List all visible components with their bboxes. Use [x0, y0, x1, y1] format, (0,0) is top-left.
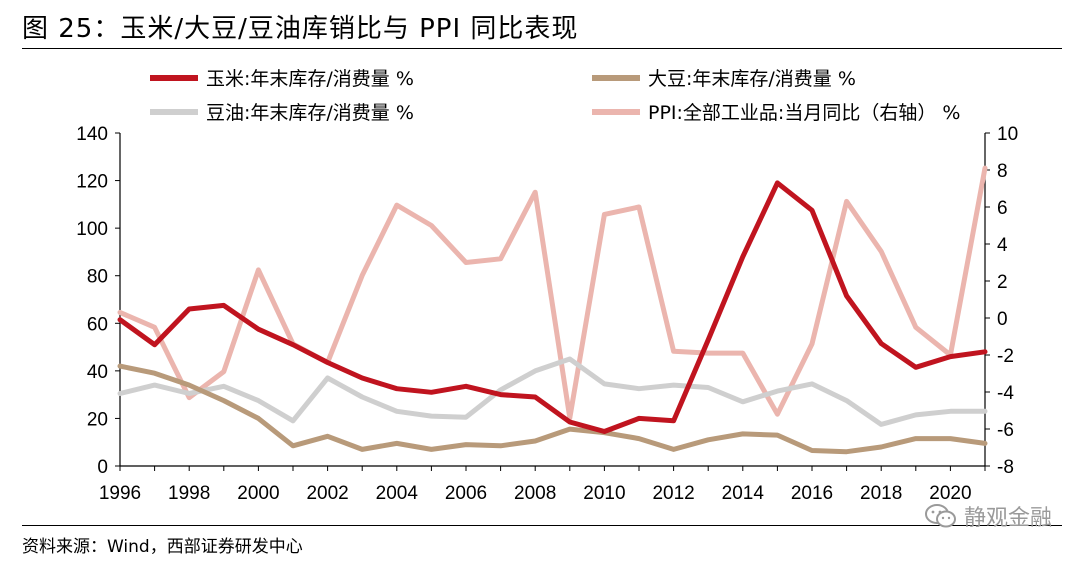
legend-label-1: 大豆:年末库存/消费量 %: [648, 68, 856, 90]
chart-legend: 玉米:年末库存/消费量 % 大豆:年末库存/消费量 % 豆油:年末库存/消费量 % P…: [150, 68, 960, 124]
series-line-2: [117, 356, 988, 427]
chart-axes: 0 20 40 60 80 100 120 140 -8 -6 -4 -2 0 2 4 6 8 10 1996 199…: [76, 124, 1018, 504]
left-tick-label: 120: [76, 172, 108, 193]
x-tick-label: 2018: [860, 483, 902, 504]
wechat-icon: [924, 504, 956, 528]
x-tick-label: 2016: [791, 483, 833, 504]
x-tick-label: 2002: [306, 483, 348, 504]
source-note: 资料来源：Wind，西部证券研发中心: [22, 537, 303, 557]
right-tick-label: -2: [997, 346, 1014, 367]
right-tick-label: 8: [997, 161, 1008, 182]
right-tick-label: 6: [997, 198, 1008, 219]
right-tick-label: 0: [997, 309, 1008, 330]
right-tick-label: 4: [997, 235, 1008, 256]
x-tick-label: 2008: [514, 483, 556, 504]
x-tick-label: 2012: [652, 483, 694, 504]
left-tick-label: 80: [87, 267, 108, 288]
watermark-text: 静观金融: [963, 506, 1052, 531]
x-tick-label: 2020: [929, 483, 971, 504]
watermark: 静观金融: [924, 500, 1052, 532]
left-tick-label: 20: [87, 409, 108, 430]
right-tick-label: 10: [997, 124, 1018, 145]
right-tick-label: 2: [997, 272, 1008, 293]
legend-label-3: PPI:全部工业品:当月同比（右轴） %: [648, 102, 960, 124]
footer-divider: [22, 525, 1062, 526]
series-line-1: [117, 363, 988, 455]
x-tick-label: 1998: [168, 483, 210, 504]
x-tick-label: 1996: [99, 483, 141, 504]
right-tick-label: -6: [997, 420, 1014, 441]
x-tick-label: 2000: [237, 483, 279, 504]
left-tick-label: 0: [97, 457, 108, 478]
left-tick-label: 100: [76, 219, 108, 240]
x-tick-label: 2004: [376, 483, 419, 504]
title-divider: [22, 48, 1062, 49]
chart-title: 图 25：玉米/大豆/豆油库销比与 PPI 同比表现: [22, 14, 579, 44]
right-tick-label: -4: [997, 383, 1014, 404]
x-tick-label: 2010: [583, 483, 625, 504]
series-line-0: [117, 180, 988, 434]
chart-series: [117, 165, 988, 455]
left-tick-label: 40: [87, 362, 108, 383]
x-tick-label: 2006: [445, 483, 487, 504]
legend-label-2: 豆油:年末库存/消费量 %: [206, 102, 414, 124]
left-tick-label: 60: [87, 314, 108, 335]
line-chart: 0 20 40 60 80 100 120 140 -8 -6 -4 -2 0 2 4 6 8 10 1996 199…: [76, 68, 1018, 504]
series-line-3: [117, 165, 988, 421]
x-tick-label: 2014: [722, 483, 765, 504]
right-tick-label: -8: [997, 457, 1014, 478]
legend-label-0: 玉米:年末库存/消费量 %: [206, 68, 414, 90]
left-tick-label: 140: [76, 124, 108, 145]
